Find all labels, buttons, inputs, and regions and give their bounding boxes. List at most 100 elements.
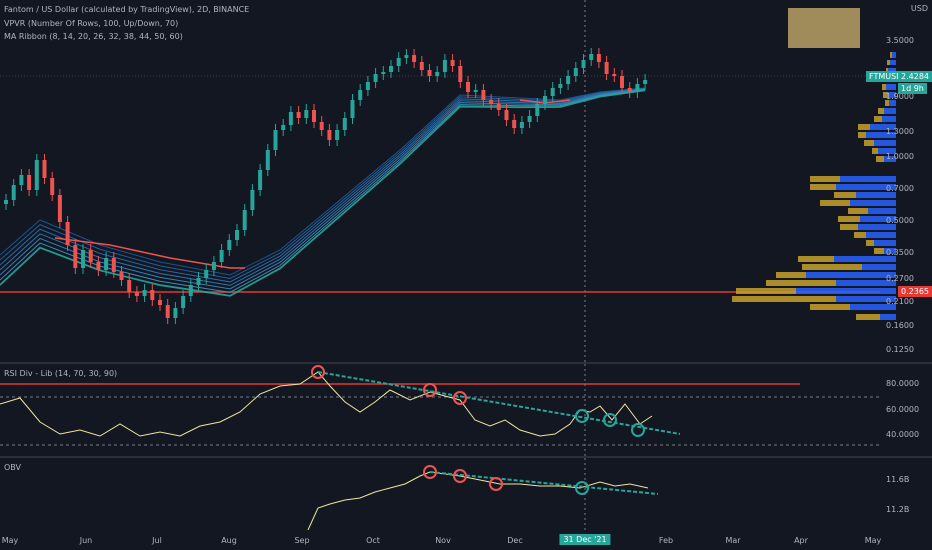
vp-bar-down <box>882 84 886 90</box>
time-label-jul: Jul <box>152 536 162 545</box>
vp-bar-up <box>860 216 896 222</box>
vp-bar-up <box>796 288 896 294</box>
rsi-canvas[interactable] <box>0 364 932 456</box>
price-axis-label: 1.0000 <box>886 152 914 161</box>
pane-separator[interactable] <box>0 362 932 364</box>
price-axis-label: 3.5000 <box>886 36 914 45</box>
vp-bar-down <box>810 176 840 182</box>
candle-body <box>381 72 386 74</box>
candle-body <box>373 74 378 82</box>
main-chart-pane[interactable]: Fantom / US Dollar (calculated by Tradin… <box>0 0 932 362</box>
price-axis-label: 0.2700 <box>886 274 914 283</box>
vp-bar-down <box>820 200 850 206</box>
vp-bar-down <box>866 240 874 246</box>
divergence-marker <box>575 481 589 495</box>
obv-pane[interactable]: OBV 11.6B 11.2B <box>0 458 932 530</box>
vp-bar-down <box>878 108 884 114</box>
vp-bar-down <box>834 192 856 198</box>
main-chart-canvas[interactable] <box>0 0 932 362</box>
time-label-feb: Feb <box>658 536 674 545</box>
divergence-marker <box>631 423 645 437</box>
countdown-tag: 1d 9h <box>898 83 927 94</box>
vp-bar-down <box>848 208 868 214</box>
ma-ribbon-line <box>0 87 646 276</box>
time-label-dec: Dec <box>507 536 523 545</box>
support-price-tag: 0.2365 <box>898 286 932 297</box>
candle-body <box>27 175 32 190</box>
time-label-nov: Nov <box>435 536 451 545</box>
obv-line <box>307 471 649 530</box>
time-label-may-2: May <box>864 536 882 545</box>
candle-body <box>127 280 132 292</box>
vp-bar-down <box>890 52 892 58</box>
vp-bar-down <box>840 224 858 230</box>
vp-bar-down <box>874 116 882 122</box>
candle-body <box>50 178 55 195</box>
ma-ribbon-line <box>0 88 646 286</box>
divergence-marker <box>423 465 437 479</box>
candle-body <box>181 296 186 308</box>
vp-bar-up <box>892 52 896 58</box>
vp-bar-down <box>810 304 850 310</box>
obv-indicator-label[interactable]: OBV <box>4 463 22 472</box>
price-axis-label: 1.3000 <box>886 127 914 136</box>
candle-body <box>643 80 648 84</box>
obv-trendline <box>429 471 659 495</box>
divergence-marker <box>603 413 617 427</box>
vp-bar-up <box>890 60 896 65</box>
ma-red-segment <box>54 237 245 269</box>
vpvr-indicator-label[interactable]: VPVR (Number Of Rows, 100, Up/Down, 70) <box>4 19 179 28</box>
divergence-marker <box>453 469 467 483</box>
vp-bar-down <box>856 314 880 320</box>
time-label-may: May <box>1 536 19 545</box>
vp-bar-down <box>887 60 890 65</box>
candle-body <box>342 118 347 130</box>
rsi-pane[interactable]: RSI Div - Lib (14, 70, 30, 90) 80.0000 6… <box>0 364 932 456</box>
vp-bar-up <box>888 92 896 98</box>
candle-body <box>573 68 578 76</box>
candle-body <box>404 55 409 58</box>
rsi-level-60: 60.0000 <box>886 405 920 414</box>
price-axis-label: 0.5000 <box>886 216 914 225</box>
vp-bar-down <box>732 296 836 302</box>
candle-body <box>335 130 340 140</box>
vp-bar-up <box>850 200 896 206</box>
ma-ribbon-line <box>0 88 646 283</box>
candle-body <box>273 130 278 150</box>
candle-body <box>235 230 239 240</box>
vp-bar-down <box>858 124 870 130</box>
vp-bar-up <box>878 148 896 154</box>
candle-body <box>627 88 632 92</box>
candle-body <box>581 60 586 68</box>
ma-ribbon-indicator-label[interactable]: MA Ribbon (8, 14, 20, 26, 32, 38, 44, 50… <box>4 32 183 41</box>
ma-ribbon-line <box>0 89 646 297</box>
vp-bar-up <box>862 264 896 270</box>
candle-body <box>265 150 270 170</box>
candle-body <box>519 122 524 128</box>
vp-bar-up <box>866 132 896 138</box>
candle-body <box>158 300 162 305</box>
candle-body <box>57 195 62 222</box>
candle-body <box>65 222 70 245</box>
vp-bar-up <box>884 248 896 254</box>
candle-body <box>42 160 47 178</box>
candle-body <box>196 278 201 285</box>
vp-bar-up <box>836 296 896 302</box>
vp-bar-down <box>766 280 836 286</box>
divergence-marker <box>489 477 503 491</box>
candle-body <box>604 62 609 74</box>
pane-separator[interactable] <box>0 456 932 458</box>
candle-body <box>635 84 640 92</box>
candle-body <box>96 262 101 270</box>
obv-canvas[interactable] <box>0 458 932 530</box>
vp-bar-down <box>885 100 889 106</box>
currency-label: USD <box>910 4 928 13</box>
chart-title[interactable]: Fantom / US Dollar (calculated by Tradin… <box>4 5 250 14</box>
candle-body <box>458 66 463 82</box>
time-axis[interactable]: May Jun Jul Aug Sep Oct Nov Dec 31 Dec '… <box>0 532 932 550</box>
candle-body <box>358 90 363 100</box>
vp-bar-up <box>834 256 896 262</box>
candle-body <box>227 240 232 250</box>
divergence-marker <box>311 365 325 379</box>
rsi-indicator-label[interactable]: RSI Div - Lib (14, 70, 30, 90) <box>4 369 118 378</box>
